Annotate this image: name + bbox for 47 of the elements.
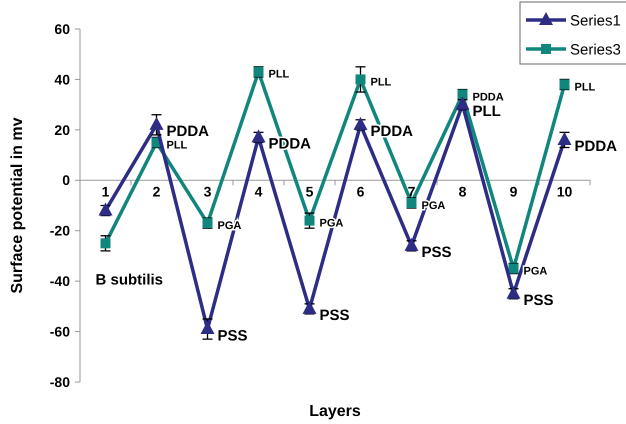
x-tick-label: 5 [306, 183, 314, 200]
x-tick-label: 7 [408, 183, 416, 200]
annotation: PSS [320, 307, 350, 324]
point [302, 300, 316, 314]
y-tick-label: -20 [50, 222, 70, 239]
y-tick-label: -40 [50, 273, 70, 290]
x-tick-label: 8 [458, 183, 467, 200]
point [100, 238, 110, 248]
annotation: PLL [370, 76, 392, 88]
point [558, 132, 572, 145]
x-tick-label: 3 [204, 183, 212, 200]
point [354, 116, 368, 130]
x-tick-label: 6 [356, 183, 365, 200]
y-tick-label: 40 [54, 71, 70, 88]
annotation: PSS [218, 327, 248, 344]
annotation: PDDA [166, 123, 210, 140]
annotation: PLL [472, 102, 501, 120]
x-tick-label: 10 [556, 183, 572, 200]
point [252, 129, 266, 142]
x-tick-label: 2 [152, 183, 161, 200]
annotation: PDDA [574, 138, 618, 156]
annotation: PLL [574, 81, 596, 94]
point [404, 238, 418, 251]
y-tick-label: 20 [54, 122, 70, 138]
point [506, 286, 520, 299]
point [304, 216, 314, 226]
y-tick-label: -80 [50, 374, 70, 390]
annotation: PLL [268, 68, 290, 81]
y-axis-title: Surface potential in mv [9, 117, 26, 294]
annotation: PDDA [472, 91, 504, 104]
annotation: B subtilis [96, 271, 164, 288]
annotation: PSS [524, 292, 554, 309]
x-axis-title: Layers [309, 403, 361, 420]
x-tick-label: 1 [102, 183, 110, 200]
x-tick-label: 4 [254, 183, 263, 200]
point [200, 321, 214, 334]
y-tick-label: 60 [54, 20, 70, 37]
y-tick-label: -60 [50, 323, 70, 340]
annotation: PGA [524, 265, 548, 278]
x-tick-label: 9 [510, 183, 518, 200]
legend-label: Series3 [570, 41, 621, 58]
annotation: PLL [166, 139, 188, 152]
y-tick-label: 0 [62, 172, 70, 188]
point [356, 74, 366, 84]
point [150, 116, 164, 130]
legend-label: Series1 [570, 12, 621, 30]
annotation: PSS [422, 244, 452, 262]
